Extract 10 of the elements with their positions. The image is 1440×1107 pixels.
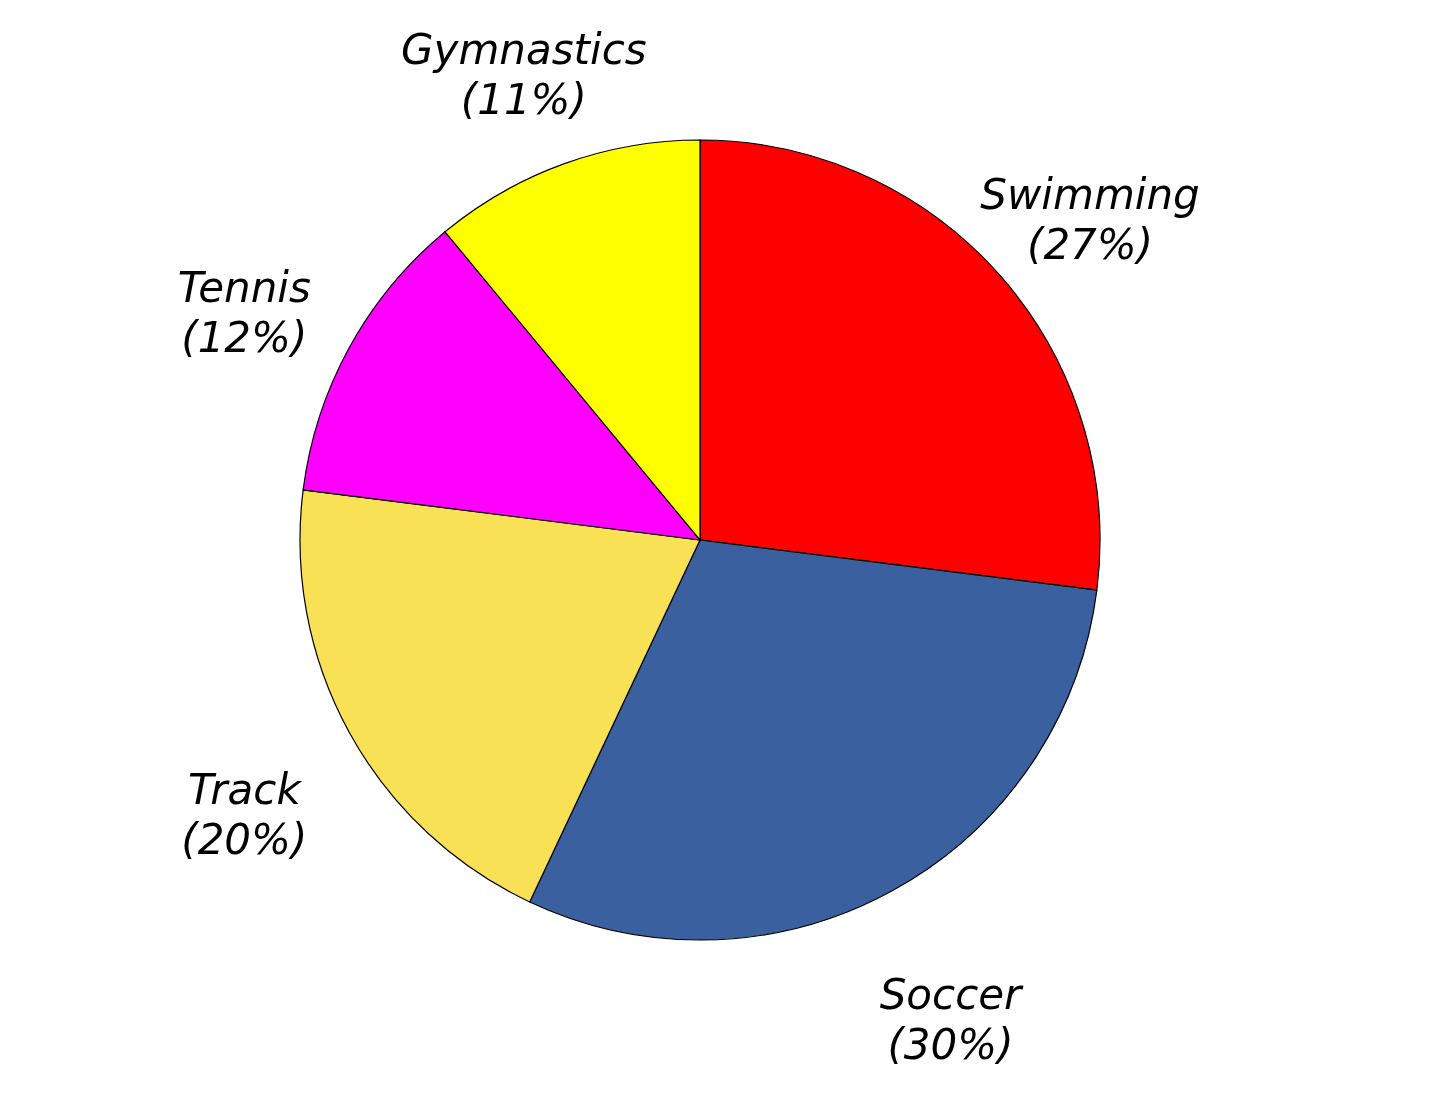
data-label: (20%)	[181, 814, 308, 864]
data-label: (12%)	[181, 313, 308, 363]
data-label: (27%)	[1027, 220, 1154, 270]
slice-label: Tennis	[177, 263, 311, 313]
slice-label: Soccer	[879, 969, 1025, 1019]
data-label: (30%)	[887, 1019, 1014, 1069]
data-label: (11%)	[460, 74, 587, 124]
slice-label: Gymnastics	[401, 24, 647, 74]
slice-label: Track	[187, 764, 303, 814]
slice-label: Swimming	[980, 170, 1200, 220]
